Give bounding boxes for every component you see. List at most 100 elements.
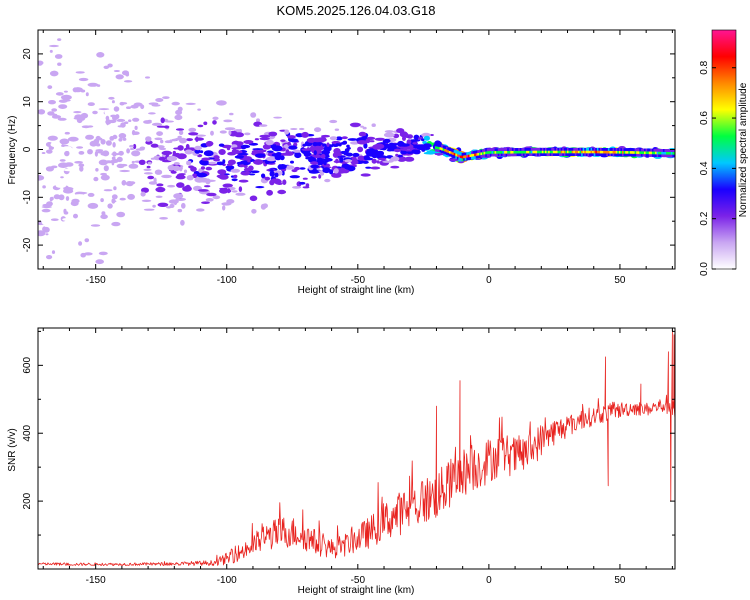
spectrogram-cell: [371, 123, 376, 127]
spectrogram-cell: [59, 159, 66, 162]
spectrogram-cell: [178, 173, 186, 176]
spectrogram-cell: [374, 137, 386, 141]
spectrogram-cell: [132, 117, 140, 122]
spectrogram-cell: [63, 90, 68, 93]
spectrogram-cell: [58, 162, 69, 168]
spectrogram-cell: [143, 208, 155, 211]
spectrogram-cell: [301, 150, 308, 155]
spectrogram-cell: [55, 92, 64, 96]
spectrogram-cell: [402, 136, 406, 141]
spectrogram-cell: [326, 142, 330, 147]
spectrogram-cell: [218, 174, 229, 180]
spectrogram-cell: [77, 191, 88, 195]
spectrogram-cell: [212, 120, 217, 125]
spectrogram-cell: [340, 167, 345, 170]
spectrogram-cell: [287, 141, 291, 146]
spectrogram-cell: [426, 150, 436, 155]
spectrogram-cell: [141, 187, 149, 193]
spectrogram-cell: [104, 109, 112, 116]
spectrogram-cell: [218, 149, 226, 155]
spectrogram-cell: [73, 111, 82, 114]
spectrogram-cell: [411, 149, 419, 154]
spectrogram-cell: [122, 70, 129, 76]
spectrogram-cell: [113, 186, 117, 191]
spectrogram-cell: [205, 142, 213, 147]
spectrogram-cell: [268, 131, 278, 137]
spectrogram-cell: [224, 127, 236, 131]
spectrogram-cell: [186, 138, 193, 142]
spectrogram-cell: [115, 114, 120, 120]
spectrogram-cell: [254, 138, 259, 141]
colorbar-scale: [712, 30, 736, 269]
spectrogram-cell: [301, 148, 312, 151]
spectrogram-cell: [87, 192, 95, 197]
spectrogram-cell: [259, 124, 268, 127]
spectrogram-cell: [219, 130, 227, 134]
spectrogram-cell: [105, 140, 112, 146]
spectrogram-cell: [119, 197, 126, 201]
spectrogram-cell: [195, 136, 199, 142]
spectrogram-cell: [196, 172, 208, 178]
spectrogram-cell: [305, 183, 310, 188]
spectrogram-cell: [231, 178, 238, 182]
spectrogram-cell: [400, 148, 408, 151]
spectrogram-cell: [352, 152, 360, 157]
spectrogram-cell: [312, 141, 324, 147]
spectrogram-cell: [390, 156, 400, 162]
spectrogram-cell: [365, 166, 372, 169]
spectrogram-cell: [116, 211, 126, 218]
y-tick-label: 0: [22, 146, 33, 152]
spectrogram-cell: [184, 149, 193, 155]
spectrogram-cell: [672, 149, 675, 153]
spectrogram-cell: [63, 113, 68, 119]
spectrogram-cell: [38, 60, 44, 66]
spectrogram-cell: [305, 156, 314, 160]
spectrogram-cell: [672, 151, 675, 155]
spectrogram-cell: [293, 149, 301, 153]
spectrogram-cell: [384, 130, 394, 133]
spectrogram-cell: [51, 115, 62, 119]
spectrogram-cell: [357, 140, 368, 145]
spectrogram-cell: [310, 154, 321, 158]
spectrogram-cell: [113, 106, 120, 112]
spectrogram-cell: [233, 174, 238, 179]
spectrogram-cell: [100, 174, 110, 181]
spectrogram-cell: [299, 167, 306, 170]
spectrogram-cell: [166, 155, 178, 162]
spectrogram-cell: [311, 176, 317, 179]
spectrogram-cell: [294, 152, 302, 159]
spectrogram-cell: [116, 92, 123, 96]
spectrogram-cell: [51, 108, 58, 112]
spectrogram-cell: [266, 189, 273, 196]
spectrogram-cell: [357, 155, 365, 161]
spectrogram-cell: [393, 148, 401, 153]
spectrogram-cell: [331, 172, 342, 178]
spectrogram-cell: [133, 143, 137, 150]
spectrogram-cell: [186, 161, 192, 166]
spectrogram-cell: [78, 241, 83, 246]
spectrogram-cell: [204, 185, 211, 188]
spectrogram-cell: [74, 114, 83, 119]
spectrogram-cell: [206, 192, 217, 197]
spectrogram-cell: [240, 144, 251, 149]
spectrogram-cell: [316, 158, 327, 162]
spectrogram-cell: [103, 189, 113, 192]
spectrogram-cell: [102, 150, 110, 157]
spectrogram-cell: [139, 146, 146, 150]
spectrogram-cell: [226, 163, 233, 167]
spectrogram-cell: [167, 184, 176, 188]
spectrogram-cell: [339, 169, 350, 174]
spectrogram-cell: [365, 150, 370, 156]
x-tick-label: -100: [217, 575, 237, 586]
spectrogram-cell: [175, 174, 186, 180]
spectrogram-cell: [262, 144, 271, 150]
spectrogram-cell: [406, 139, 412, 145]
spectrogram-cell: [360, 125, 364, 128]
x-tick-label: 50: [614, 275, 626, 286]
spectrogram-cell: [314, 127, 322, 133]
spectrogram-cell: [121, 102, 128, 105]
spectrogram-cell: [87, 102, 95, 106]
spectrogram-cell: [270, 178, 282, 183]
spectrogram-cell: [95, 259, 104, 265]
x-tick-label: -100: [217, 275, 237, 286]
